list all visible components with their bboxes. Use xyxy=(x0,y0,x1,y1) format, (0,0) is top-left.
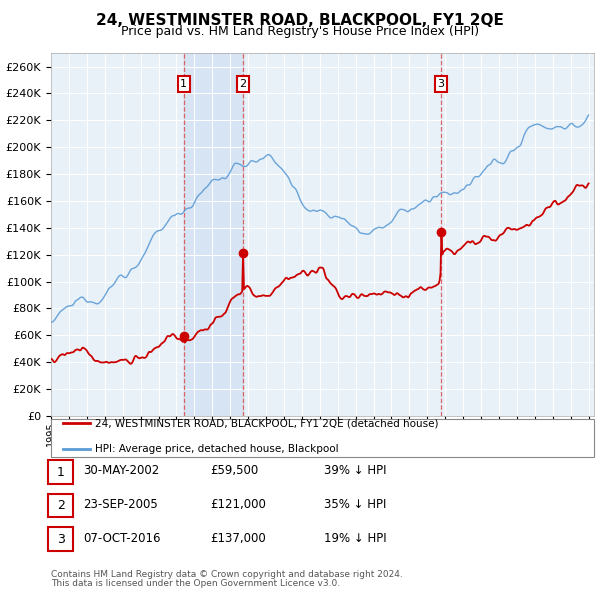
Text: 3: 3 xyxy=(437,79,445,89)
Text: 24, WESTMINSTER ROAD, BLACKPOOL, FY1 2QE (detached house): 24, WESTMINSTER ROAD, BLACKPOOL, FY1 2QE… xyxy=(95,418,438,428)
Text: 07-OCT-2016: 07-OCT-2016 xyxy=(83,532,160,545)
Text: 1: 1 xyxy=(56,466,65,478)
Text: This data is licensed under the Open Government Licence v3.0.: This data is licensed under the Open Gov… xyxy=(51,579,340,588)
Text: 30-MAY-2002: 30-MAY-2002 xyxy=(83,464,159,477)
Text: 1: 1 xyxy=(180,79,187,89)
Text: 23-SEP-2005: 23-SEP-2005 xyxy=(83,498,158,511)
Bar xyxy=(184,53,243,416)
Text: 3: 3 xyxy=(56,533,65,546)
Text: 24, WESTMINSTER ROAD, BLACKPOOL, FY1 2QE: 24, WESTMINSTER ROAD, BLACKPOOL, FY1 2QE xyxy=(96,13,504,28)
Text: £59,500: £59,500 xyxy=(210,464,258,477)
Text: Contains HM Land Registry data © Crown copyright and database right 2024.: Contains HM Land Registry data © Crown c… xyxy=(51,570,403,579)
Text: 39% ↓ HPI: 39% ↓ HPI xyxy=(324,464,386,477)
Text: 2: 2 xyxy=(239,79,247,89)
Text: Price paid vs. HM Land Registry's House Price Index (HPI): Price paid vs. HM Land Registry's House … xyxy=(121,25,479,38)
Text: HPI: Average price, detached house, Blackpool: HPI: Average price, detached house, Blac… xyxy=(95,444,338,454)
Text: £121,000: £121,000 xyxy=(210,498,266,511)
Text: £137,000: £137,000 xyxy=(210,532,266,545)
Text: 35% ↓ HPI: 35% ↓ HPI xyxy=(324,498,386,511)
Text: 2: 2 xyxy=(56,499,65,512)
Text: 19% ↓ HPI: 19% ↓ HPI xyxy=(324,532,386,545)
